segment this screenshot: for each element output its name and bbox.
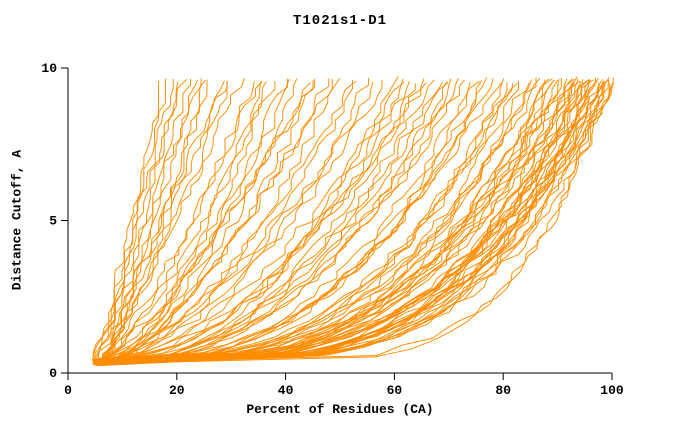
model-curve xyxy=(92,82,311,363)
model-curve xyxy=(93,78,452,364)
model-curve xyxy=(102,79,333,365)
model-curve xyxy=(98,83,416,362)
model-curve xyxy=(99,78,553,365)
model-curve xyxy=(100,82,611,366)
model-curve xyxy=(102,81,374,363)
model-curve xyxy=(93,81,255,364)
model-curve xyxy=(99,79,594,365)
model-curve xyxy=(98,82,518,361)
model-curve xyxy=(103,77,537,363)
model-curve xyxy=(92,80,314,362)
model-curve xyxy=(91,77,597,361)
model-curve xyxy=(97,76,488,364)
model-curve xyxy=(106,82,604,365)
model-curve xyxy=(97,82,229,365)
x-tick-label: 40 xyxy=(278,383,294,398)
model-curve xyxy=(94,83,576,363)
x-tick-label: 100 xyxy=(600,383,624,398)
model-curve xyxy=(102,80,263,363)
model-curve xyxy=(97,80,357,365)
model-curve xyxy=(99,81,471,362)
model-curve xyxy=(96,81,276,365)
model-curve xyxy=(97,81,582,360)
y-tick-label: 10 xyxy=(41,61,57,76)
model-curve xyxy=(93,83,514,362)
model-curve xyxy=(95,82,606,365)
model-curve xyxy=(93,79,591,364)
model-curve xyxy=(98,79,465,364)
model-curve xyxy=(102,78,568,364)
model-curve xyxy=(104,81,443,363)
model-curve xyxy=(103,81,604,364)
model-curve xyxy=(101,77,370,361)
model-curve xyxy=(92,79,435,364)
model-curve xyxy=(93,78,202,362)
model-curve xyxy=(103,78,591,366)
x-tick-label: 0 xyxy=(64,383,72,398)
model-curve xyxy=(97,78,290,363)
model-curve xyxy=(101,80,410,362)
model-curve xyxy=(95,80,228,365)
model-curve xyxy=(101,79,208,364)
model-curve xyxy=(102,77,245,361)
model-curve xyxy=(93,78,562,361)
model-curve xyxy=(94,79,603,364)
model-curve xyxy=(93,79,174,364)
x-axis-label: Percent of Residues (CA) xyxy=(246,402,434,417)
model-curve xyxy=(94,78,560,363)
chart-title: T1021s1-D1 xyxy=(292,13,387,29)
model-curve xyxy=(107,80,267,364)
model-curve xyxy=(99,78,579,365)
y-tick-label: 0 xyxy=(49,366,57,381)
x-tick-label: 20 xyxy=(169,383,185,398)
x-tick-label: 80 xyxy=(495,383,511,398)
model-curve xyxy=(92,81,159,362)
model-curve xyxy=(107,79,533,365)
model-curve xyxy=(99,80,519,364)
model-curve xyxy=(92,79,188,362)
model-curve xyxy=(94,79,589,360)
model-curve xyxy=(93,80,383,362)
model-curve xyxy=(94,82,427,364)
curves-group xyxy=(91,76,615,367)
model-curve xyxy=(94,80,483,364)
model-curve xyxy=(96,79,584,365)
model-curve xyxy=(95,80,448,363)
model-curve xyxy=(104,78,191,364)
model-curve xyxy=(97,76,578,361)
model-curve xyxy=(104,79,353,362)
model-curve xyxy=(105,80,581,362)
model-curve xyxy=(98,77,615,364)
model-curve xyxy=(108,78,330,361)
x-tick-label: 60 xyxy=(387,383,403,398)
model-curve xyxy=(100,82,599,362)
y-tick-label: 5 xyxy=(49,214,57,229)
model-curve xyxy=(93,80,480,366)
model-curve xyxy=(94,81,405,362)
model-curve xyxy=(102,80,598,362)
model-curve xyxy=(102,81,504,361)
model-curve xyxy=(95,77,541,360)
